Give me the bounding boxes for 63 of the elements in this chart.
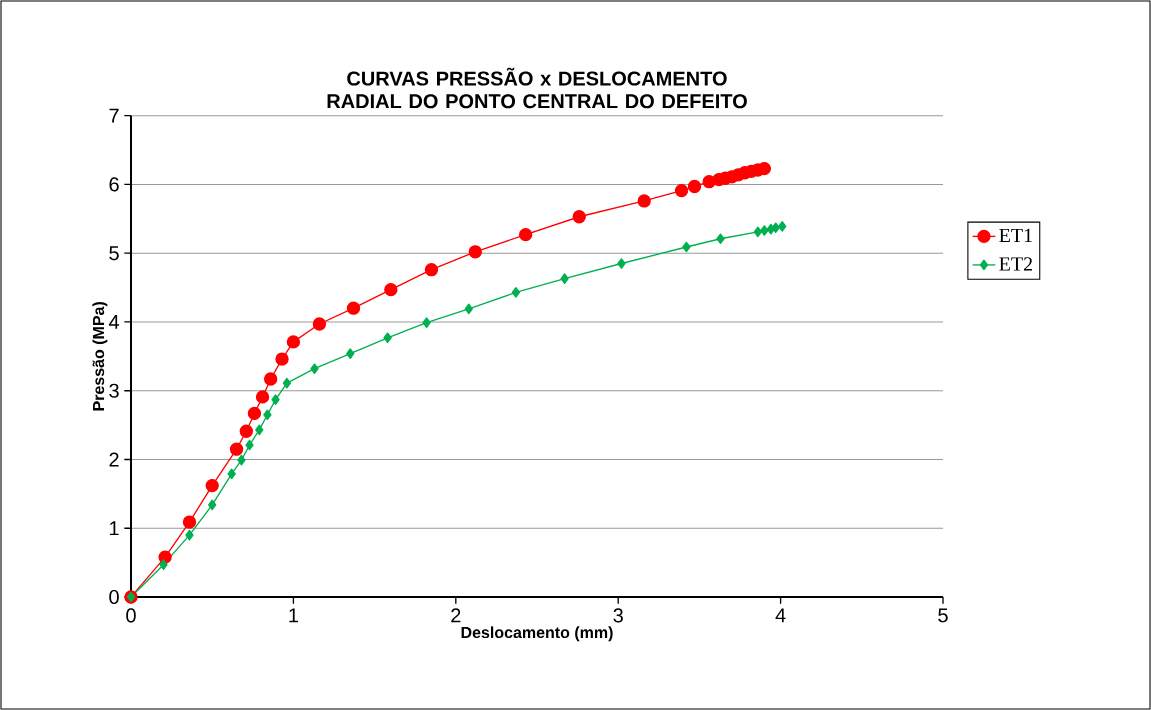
- point: [310, 363, 319, 375]
- y-tick-label: 4: [108, 315, 120, 329]
- x-tick-label: 0: [126, 608, 136, 623]
- point: [263, 372, 278, 386]
- point: [185, 529, 194, 541]
- point: [255, 390, 270, 404]
- point: [468, 245, 482, 259]
- x-tick-label: 5: [938, 608, 948, 623]
- point: [247, 406, 262, 421]
- legend-label: ET2: [999, 257, 1032, 271]
- point: [346, 301, 361, 315]
- point: [424, 263, 439, 277]
- y-tick-label: 2: [109, 452, 119, 467]
- point: [159, 559, 168, 571]
- point: [205, 478, 219, 493]
- point: [263, 409, 272, 421]
- point: [255, 424, 264, 436]
- x-tick-label: 4: [775, 608, 786, 623]
- point: [229, 442, 244, 456]
- point: [716, 233, 725, 245]
- x-axis-title: Deslocamento (mm): [461, 626, 613, 642]
- y-tick-label: 7: [109, 108, 119, 123]
- y-tick-label: 6: [109, 177, 119, 192]
- point: [346, 348, 355, 359]
- point: [637, 194, 651, 208]
- point: [617, 258, 626, 269]
- point: [518, 227, 533, 242]
- x-tick-label: 2: [451, 608, 461, 623]
- point: [384, 282, 398, 297]
- point: [687, 179, 702, 194]
- point: [511, 287, 521, 298]
- point: [778, 221, 787, 232]
- point: [245, 439, 254, 451]
- point: [464, 303, 473, 315]
- legend-label: ET1: [999, 228, 1032, 242]
- point: [757, 161, 772, 176]
- point: [271, 394, 280, 405]
- point: [227, 468, 236, 480]
- x-tick-label: 3: [613, 608, 623, 623]
- point: [560, 273, 569, 284]
- point: [282, 377, 292, 389]
- point: [182, 515, 197, 529]
- point: [286, 335, 301, 349]
- point: [760, 225, 769, 236]
- point: [312, 317, 327, 331]
- point: [239, 424, 253, 438]
- point: [422, 317, 431, 328]
- point: [572, 210, 586, 224]
- y-tick-label: 5: [109, 246, 119, 261]
- point: [682, 241, 691, 253]
- y-tick-label: 3: [109, 383, 119, 398]
- chart-title: CURVAS PRESSÃO x DESLOCAMENTO RADIAL DO PONTO CENTRAL DO DEFEITO: [327, 67, 747, 109]
- y-tick-label: 0: [109, 589, 119, 605]
- point: [771, 222, 780, 234]
- y-axis-title: Pressão (MPa): [92, 302, 108, 411]
- point: [383, 332, 392, 344]
- point: [208, 499, 217, 511]
- point: [753, 226, 763, 238]
- point: [275, 352, 289, 366]
- y-tick-label: 1: [110, 521, 119, 536]
- point: [237, 454, 246, 466]
- x-tick-label: 1: [289, 608, 298, 623]
- point: [674, 183, 689, 198]
